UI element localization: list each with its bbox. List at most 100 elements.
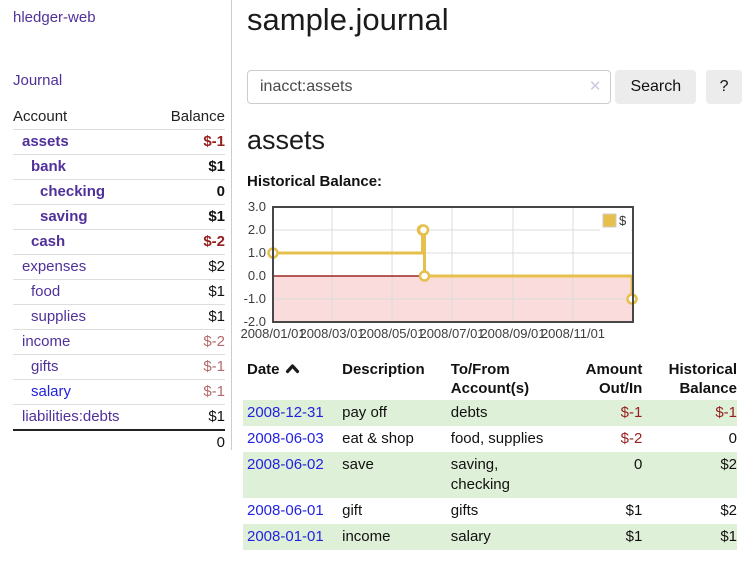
sort-ascending-icon	[285, 364, 299, 374]
transaction-amount: 0	[633, 456, 643, 473]
search-form: ✕ Search ?	[247, 70, 742, 104]
account-row: supplies $1	[13, 304, 225, 330]
column-header-historical-balance: Historical Balance	[668, 361, 737, 397]
transaction-amount: $-2	[620, 430, 643, 447]
account-link-gifts[interactable]: gifts	[31, 358, 59, 375]
account-balance: $1	[153, 404, 225, 431]
svg-text:1.0: 1.0	[248, 245, 266, 260]
transaction-balance: 0	[728, 430, 737, 447]
transaction-description: save	[342, 456, 374, 473]
account-balance: $1	[153, 304, 225, 330]
account-balance: $2	[153, 254, 225, 280]
account-row: assets $-1	[13, 129, 225, 155]
accounts-header-account: Account	[13, 105, 154, 130]
svg-text:$: $	[619, 213, 627, 228]
account-link-food[interactable]: food	[31, 283, 61, 300]
transaction-description: gift	[342, 502, 363, 519]
app-title[interactable]: hledger-web	[13, 9, 96, 26]
account-link-liabilities-debts[interactable]: liabilities:debts	[22, 408, 120, 425]
column-header-date[interactable]: Date	[243, 358, 342, 400]
main-content: sample.journal ✕ Search ? assets Histori…	[232, 0, 742, 550]
transaction-date-link[interactable]: 2008-06-02	[247, 456, 324, 473]
account-row: expenses $2	[13, 254, 225, 280]
clear-search-icon[interactable]: ✕	[588, 78, 602, 95]
search-input[interactable]	[247, 70, 612, 104]
account-row: income $-2	[13, 329, 225, 355]
accounts-header-balance: Balance	[153, 105, 225, 130]
account-link-bank[interactable]: bank	[31, 158, 67, 175]
sidebar-item-journal[interactable]: Journal	[13, 72, 63, 89]
account-row: bank $1	[13, 154, 225, 180]
svg-text:2.0: 2.0	[248, 222, 266, 237]
chart-label: Historical Balance:	[247, 173, 383, 190]
transaction-description: income	[342, 528, 391, 545]
transaction-accounts: debts	[450, 404, 488, 421]
account-link-assets[interactable]: assets	[22, 133, 69, 150]
account-balance: $1	[153, 204, 225, 230]
column-header-accounts: To/From Account(s)	[450, 361, 530, 397]
transaction-balance: $1	[720, 528, 737, 545]
svg-text:-2.0: -2.0	[244, 314, 266, 329]
sidebar: hledger-web Journal Account Balance asse…	[0, 0, 232, 455]
accounts-table: Account Balance assets $-1 bank $1 checkin…	[13, 105, 225, 455]
transaction-amount: $1	[625, 528, 643, 545]
account-link-expenses[interactable]: expenses	[22, 258, 87, 275]
svg-text:2008/01/01: 2008/01/01	[240, 326, 305, 341]
transaction-amount: $1	[625, 502, 643, 519]
account-balance: $-1	[153, 354, 225, 380]
account-row: saving $1	[13, 204, 225, 230]
transaction-row: 2008-12-31 pay off debts $-1 $-1	[243, 400, 737, 426]
account-row: food $1	[13, 279, 225, 305]
register-header-row: Date Description To/From Account(s) Amoun…	[243, 358, 737, 400]
svg-text:-1.0: -1.0	[244, 291, 266, 306]
account-link-supplies[interactable]: supplies	[31, 308, 87, 325]
account-row: gifts $-1	[13, 354, 225, 380]
account-link-saving[interactable]: saving	[40, 208, 88, 225]
transaction-accounts: gifts	[450, 502, 479, 519]
account-row: salary $-1	[13, 379, 225, 405]
transaction-date-link[interactable]: 2008-12-31	[247, 404, 324, 421]
transaction-balance: $-1	[715, 404, 737, 421]
search-button[interactable]: Search	[615, 70, 697, 104]
svg-text:2008/03/01: 2008/03/01	[299, 326, 364, 341]
account-row: checking 0	[13, 179, 225, 205]
account-link-income[interactable]: income	[22, 333, 71, 350]
account-balance: $-2	[153, 329, 225, 355]
transaction-accounts: saving, checking	[450, 456, 510, 493]
svg-text:2008/11/01: 2008/11/01	[541, 326, 605, 341]
transaction-amount: $-1	[620, 404, 643, 421]
historical-balance-chart: $3.0 2.0 1.0 0.0 -1.0 -2.02008/01/012008/03/0…	[240, 199, 638, 341]
transaction-row: 2008-06-01 gift gifts $1 $2	[243, 498, 737, 524]
account-row: cash $-2	[13, 229, 225, 255]
account-link-checking[interactable]: checking	[40, 183, 106, 200]
transaction-date-link[interactable]: 2008-06-01	[247, 502, 324, 519]
account-link-cash[interactable]: cash	[31, 233, 66, 250]
svg-text:2008/07/01: 2008/07/01	[419, 326, 484, 341]
transaction-row: 2008-06-02 save saving, checking 0 $2	[243, 452, 737, 498]
account-balance: 0	[153, 179, 225, 205]
accounts-total: 0	[153, 429, 225, 455]
svg-text:2008/05/01: 2008/05/01	[359, 326, 424, 341]
accounts-total-row: 0	[13, 429, 225, 455]
help-button[interactable]: ?	[706, 70, 742, 104]
account-balance: $1	[153, 154, 225, 180]
column-header-amount: Amount Out/In	[585, 361, 643, 397]
transaction-balance: $2	[720, 502, 737, 519]
accounts-header-row: Account Balance	[13, 105, 225, 130]
account-balance: $-2	[153, 229, 225, 255]
transaction-row: 2008-01-01 income salary $1 $1	[243, 524, 737, 550]
account-balance: $1	[153, 279, 225, 305]
transaction-accounts: salary	[450, 528, 491, 545]
account-balance: $-1	[153, 129, 225, 155]
transaction-description: pay off	[342, 404, 387, 421]
transaction-description: eat & shop	[342, 430, 414, 447]
svg-text:3.0: 3.0	[248, 199, 266, 214]
transaction-date-link[interactable]: 2008-01-01	[247, 528, 324, 545]
account-heading: assets	[247, 125, 326, 155]
page-title: sample.journal	[247, 2, 449, 37]
transaction-date-link[interactable]: 2008-06-03	[247, 430, 324, 447]
transaction-row: 2008-06-03 eat & shop food, supplies $-2…	[243, 426, 737, 452]
transaction-balance: $2	[720, 456, 737, 473]
account-link-salary[interactable]: salary	[31, 383, 72, 400]
column-header-description: Description	[342, 361, 425, 378]
